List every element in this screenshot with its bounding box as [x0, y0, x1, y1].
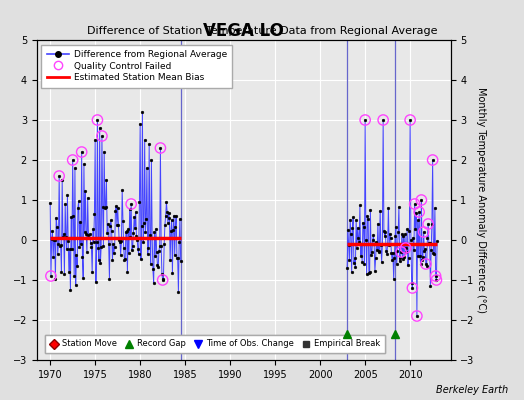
- Point: [432, 277, 441, 283]
- Point: [410, 201, 419, 207]
- Point: [361, 117, 369, 123]
- Point: [69, 157, 77, 163]
- Point: [78, 149, 86, 155]
- Point: [422, 261, 430, 267]
- Text: Difference of Station Temperature Data from Regional Average: Difference of Station Temperature Data f…: [87, 26, 437, 36]
- Text: Berkeley Earth: Berkeley Earth: [436, 385, 508, 395]
- Point: [417, 197, 425, 203]
- Point: [98, 133, 106, 139]
- Title: VEGA LO: VEGA LO: [203, 22, 284, 40]
- Y-axis label: Monthly Temperature Anomaly Difference (°C): Monthly Temperature Anomaly Difference (…: [476, 87, 486, 313]
- Point: [431, 273, 440, 279]
- Point: [47, 273, 55, 279]
- Point: [419, 229, 428, 235]
- Point: [158, 277, 167, 283]
- Point: [408, 285, 417, 291]
- Point: [379, 117, 387, 123]
- Point: [401, 245, 410, 251]
- Point: [55, 173, 63, 179]
- Point: [406, 117, 414, 123]
- Point: [413, 313, 421, 319]
- Point: [156, 145, 165, 151]
- Legend: Station Move, Record Gap, Time of Obs. Change, Empirical Break: Station Move, Record Gap, Time of Obs. C…: [45, 335, 385, 353]
- Point: [397, 249, 406, 255]
- Point: [415, 209, 423, 215]
- Point: [429, 157, 437, 163]
- Point: [127, 201, 135, 207]
- Point: [93, 117, 102, 123]
- Point: [424, 221, 432, 227]
